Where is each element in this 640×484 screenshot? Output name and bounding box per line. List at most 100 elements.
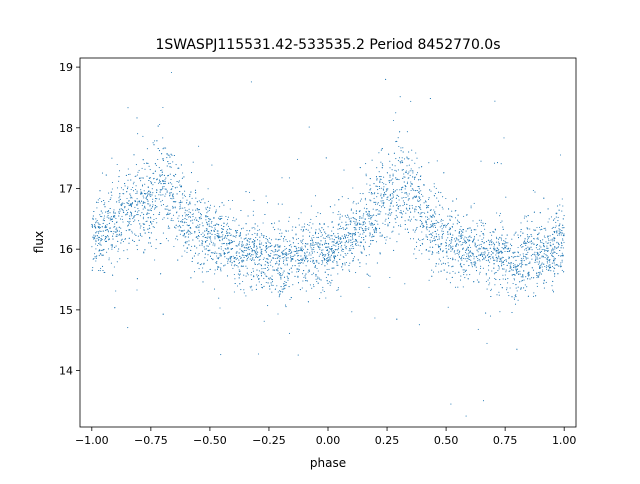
data-point [345,246,348,248]
data-point [375,231,377,233]
data-point [91,269,93,271]
data-point [103,220,106,222]
data-point [234,220,236,222]
data-point [529,236,531,238]
data-point [162,137,164,139]
data-point [481,255,484,258]
data-point [537,237,539,239]
data-point [101,172,104,174]
data-point [312,241,314,243]
data-point [517,265,520,267]
data-point [482,222,484,224]
data-point [414,209,416,211]
data-point [320,235,322,237]
data-point [115,217,117,220]
data-point [420,212,422,214]
data-point [471,252,473,255]
data-point [516,255,518,257]
data-point [288,248,290,250]
data-point [296,247,298,250]
data-point [368,274,370,276]
data-point [227,262,229,265]
data-point [473,263,475,265]
data-point [243,251,245,253]
data-point [253,244,255,246]
data-point [260,284,262,286]
data-point [436,221,438,223]
data-point [264,267,266,269]
data-point [274,250,276,252]
data-point [311,250,313,252]
data-point [442,208,444,210]
data-point [179,233,181,235]
data-point [275,269,277,271]
scatter-points [91,71,565,417]
data-point [270,245,272,247]
data-point [562,205,564,207]
data-point [107,230,109,232]
data-point [543,287,545,289]
data-point [137,133,139,135]
data-point [236,250,238,253]
data-point [136,278,138,280]
data-point [455,245,457,248]
data-point [205,208,207,210]
data-point [321,249,323,251]
data-point [395,178,397,180]
data-point [191,260,193,263]
data-point [218,239,221,241]
data-point [431,216,433,218]
data-point [170,219,172,221]
data-point [300,261,302,264]
data-point [315,229,317,231]
data-point [228,251,230,253]
data-point [279,274,281,276]
data-point [220,270,222,272]
data-point [225,248,227,250]
data-point [292,237,294,239]
data-point [142,216,144,218]
data-point [509,270,511,272]
data-point [511,256,513,258]
data-point [364,197,366,199]
data-point [118,230,120,232]
data-point [495,254,497,256]
data-point [160,183,162,185]
data-point [556,252,558,255]
data-point [315,273,317,276]
data-point [439,260,442,262]
data-point [539,271,541,273]
data-point [483,242,485,244]
data-point [375,241,378,243]
data-point [465,240,467,242]
data-point [235,218,237,220]
data-point [468,244,471,246]
data-point [435,187,437,189]
data-point [460,226,462,228]
data-point [562,247,564,249]
data-point [395,210,397,212]
data-point [362,233,364,235]
data-point [464,241,466,243]
data-point [289,255,292,257]
data-point [443,172,445,174]
data-point [173,175,175,177]
data-point [413,196,415,198]
data-point [196,227,198,229]
data-point [229,239,231,241]
data-point [379,178,381,180]
data-point [255,255,257,257]
data-point [202,232,204,234]
data-point [346,227,348,229]
data-point [112,233,114,235]
data-point [361,252,363,254]
data-point [107,236,109,238]
data-point [324,240,327,242]
data-point [426,229,428,231]
data-point [166,190,168,192]
data-point [348,240,350,242]
data-point [389,237,391,239]
data-point [343,169,345,171]
data-point [391,231,393,233]
data-point [338,252,340,254]
